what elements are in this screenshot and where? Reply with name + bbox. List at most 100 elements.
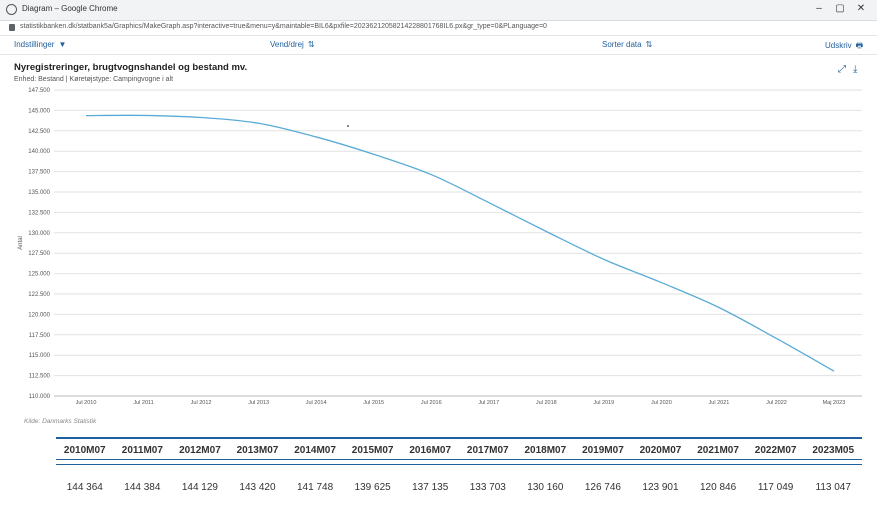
close-button[interactable]: ✕ xyxy=(856,3,866,14)
x-tick-label: Jul 2010 xyxy=(76,400,97,406)
x-tick-label: Jul 2016 xyxy=(421,400,442,406)
table-value-cell: 141 748 xyxy=(296,482,334,493)
data-point xyxy=(200,117,201,118)
x-tick-label: Jul 2014 xyxy=(306,400,327,406)
table-header-cell: 2015M07 xyxy=(351,445,394,456)
maximize-button[interactable]: ▢ xyxy=(835,3,845,14)
table-value-cell: 137 135 xyxy=(412,482,449,493)
table-value-cell: 144 384 xyxy=(124,482,161,493)
x-tick-label: Jul 2017 xyxy=(478,400,499,406)
x-tick-label: Jul 2022 xyxy=(766,400,787,406)
x-tick-label: Jul 2019 xyxy=(593,400,614,406)
x-tick-label: Jul 2013 xyxy=(248,400,269,406)
table-header-cell: 2018M07 xyxy=(524,445,567,456)
cursor-dot xyxy=(347,125,349,127)
y-tick-label: 145.000 xyxy=(28,108,50,114)
settings-menu-button[interactable]: Indstillinger ▼ xyxy=(14,40,66,49)
table-header-cell: 2016M07 xyxy=(409,445,452,456)
table-value-cell: 117 049 xyxy=(757,482,794,493)
data-point xyxy=(373,154,374,155)
y-tick-label: 117.500 xyxy=(29,333,51,339)
table-value-cell: 144 129 xyxy=(181,482,218,493)
table-header-cell: 2022M07 xyxy=(754,445,797,456)
table-header-cell: 2011M07 xyxy=(121,445,163,456)
table-value-cell: 139 625 xyxy=(354,482,391,493)
y-tick-label: 142.500 xyxy=(28,129,50,135)
x-tick-label: Jul 2018 xyxy=(536,400,557,406)
data-point xyxy=(661,282,662,283)
table-value-cell: 113 047 xyxy=(815,482,851,493)
print-button[interactable]: Udskriv 🖶 xyxy=(825,40,863,54)
chevron-down-icon: ▼ xyxy=(58,40,67,49)
download-icon[interactable]: ⤓ xyxy=(853,64,858,75)
y-tick-label: 120.000 xyxy=(28,312,50,318)
y-tick-label: 147.500 xyxy=(28,88,50,94)
table-header-cell: 2021M07 xyxy=(697,445,739,456)
sort-label: Sorter data xyxy=(602,40,642,49)
x-tick-label: Jul 2015 xyxy=(363,400,384,406)
settings-label: Indstillinger xyxy=(14,40,55,49)
pivot-button[interactable]: Vend/drej ⇅ xyxy=(270,40,315,49)
table-value-cell: 130 160 xyxy=(527,482,564,493)
series-line xyxy=(85,114,835,372)
data-point xyxy=(431,174,432,175)
x-tick-label: Jul 2012 xyxy=(191,400,212,406)
table-rule-mid xyxy=(56,459,862,460)
data-point xyxy=(316,136,317,137)
table-value-cell: 133 703 xyxy=(469,482,506,493)
y-tick-label: 130.000 xyxy=(28,231,50,237)
chart-subtitle: Enhed: Bestand | Køretøjstype: Campingvo… xyxy=(14,76,174,83)
y-tick-label: 112.500 xyxy=(29,374,51,380)
table-rule-bottom xyxy=(56,464,862,465)
table-rule-top xyxy=(56,437,862,439)
lock-icon xyxy=(9,24,15,31)
data-point xyxy=(833,371,834,372)
sort-arrows-icon: ⇅ xyxy=(645,40,653,49)
url-text[interactable]: statistikbanken.dk/statbank5a/Graphics/M… xyxy=(20,23,547,30)
minimize-button[interactable]: – xyxy=(816,3,822,14)
data-point xyxy=(143,115,144,116)
x-tick-label: Jul 2020 xyxy=(651,400,672,406)
chart-title: Nyregistreringer, brugtvognshandel og be… xyxy=(14,62,248,73)
table-header-cell: 2019M07 xyxy=(582,445,624,456)
window-title: Diagram – Google Chrome xyxy=(22,4,118,13)
y-axis-label: Antal xyxy=(18,236,24,250)
table-header-cell: 2020M07 xyxy=(639,445,682,456)
table-header-cell: 2023M05 xyxy=(812,445,855,456)
y-tick-label: 140.000 xyxy=(28,149,50,155)
y-tick-label: 115.000 xyxy=(29,353,51,359)
y-tick-label: 125.000 xyxy=(28,272,50,278)
y-tick-label: 137.500 xyxy=(28,170,50,176)
sort-data-button[interactable]: Sorter data ⇅ xyxy=(602,40,652,49)
data-point xyxy=(488,202,489,203)
table-value-cell: 120 846 xyxy=(699,482,737,493)
data-point xyxy=(603,259,604,260)
pivot-arrows-icon: ⇅ xyxy=(307,40,315,49)
table-header-cell: 2010M07 xyxy=(63,445,106,456)
chrome-icon xyxy=(6,4,17,15)
address-bar[interactable]: statistikbanken.dk/statbank5a/Graphics/M… xyxy=(0,21,877,36)
chart-toolbar: Indstillinger ▼ Vend/drej ⇅ Sorter data ⇅ U… xyxy=(0,36,877,55)
data-point xyxy=(776,338,777,339)
x-tick-label: Maj 2023 xyxy=(823,400,846,406)
y-tick-label: 135.000 xyxy=(28,190,50,196)
table-value-cell: 126 746 xyxy=(584,482,621,493)
data-point xyxy=(258,123,259,124)
x-tick-label: Jul 2021 xyxy=(709,400,730,406)
y-tick-label: 127.500 xyxy=(28,251,50,257)
table-header-cell: 2014M07 xyxy=(294,445,336,456)
line-chart: 110.000 112.500 115.000 117.500 120.000 122.5… xyxy=(18,88,862,406)
table-value-cell: 143 420 xyxy=(239,482,276,493)
expand-icon[interactable]: ⤢ xyxy=(838,64,846,75)
print-label: Udskriv xyxy=(825,41,852,50)
pivot-label: Vend/drej xyxy=(270,40,304,49)
browser-titlebar: Diagram – Google Chrome – ▢ ✕ xyxy=(0,0,877,21)
source-note: Kilde: Danmarks Statistik xyxy=(24,418,97,425)
x-tick-label: Jul 2011 xyxy=(133,400,153,406)
printer-icon: 🖶 xyxy=(855,41,864,50)
table-value-cell: 144 364 xyxy=(66,482,103,493)
data-point xyxy=(546,231,547,232)
y-tick-label: 122.500 xyxy=(28,292,50,298)
table-header-cell: 2013M07 xyxy=(236,445,279,456)
y-tick-label: 110.000 xyxy=(29,394,51,400)
